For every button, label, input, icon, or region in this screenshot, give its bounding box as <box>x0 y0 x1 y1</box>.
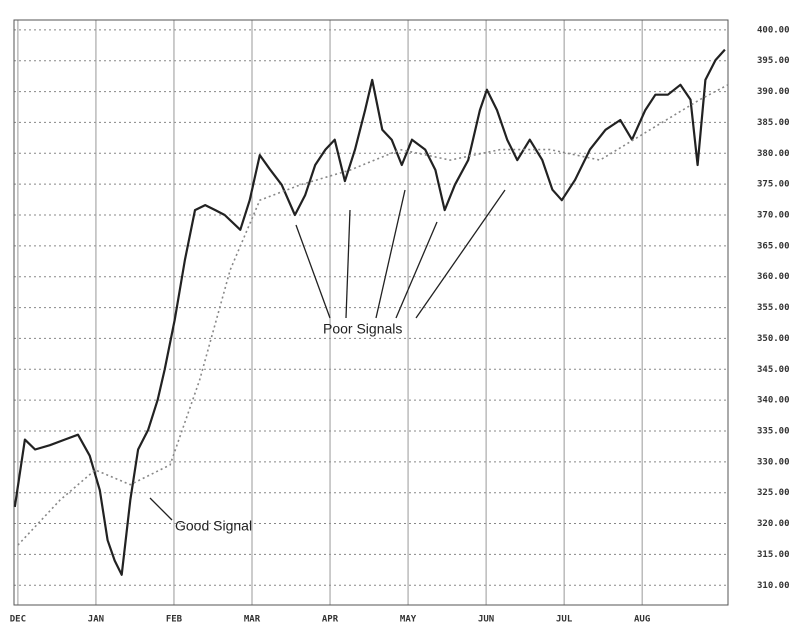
y-tick-label: 390.00 <box>757 87 790 97</box>
x-tick-label: MAY <box>400 615 417 625</box>
x-tick-label: AUG <box>634 615 650 625</box>
y-tick-label: 340.00 <box>757 396 790 406</box>
x-tick-label: FEB <box>166 615 183 625</box>
annotation: Poor Signals <box>323 321 402 337</box>
y-tick-label: 345.00 <box>757 365 790 375</box>
pointer <box>415 189 506 319</box>
x-tick-label: DEC <box>10 615 26 625</box>
marks <box>13 48 729 576</box>
plot-frame <box>13 19 729 606</box>
pointer <box>295 224 331 319</box>
y-tick-label: 395.00 <box>757 56 790 66</box>
y-tick-label: 320.00 <box>757 519 790 529</box>
pointers <box>149 189 506 521</box>
x-tick-label: JUL <box>556 615 573 625</box>
y-tick-label: 350.00 <box>757 334 790 344</box>
y-tick-label: 385.00 <box>757 118 790 128</box>
x-tick-label: JUN <box>478 615 494 625</box>
y-tick-label: 310.00 <box>757 581 790 591</box>
y-tick-label: 315.00 <box>757 550 790 560</box>
annotation: Good Signal <box>175 518 252 534</box>
y-tick-label: 325.00 <box>757 488 790 498</box>
y-tick-label: 355.00 <box>757 303 790 313</box>
pointer <box>149 497 173 521</box>
y-tick-label: 400.00 <box>757 25 790 35</box>
y-tick-label: 335.00 <box>757 426 790 436</box>
pointer <box>375 189 406 319</box>
y-tick-label: 380.00 <box>757 149 790 159</box>
y-tick-label: 360.00 <box>757 272 790 282</box>
y-tick-label: 375.00 <box>757 180 790 190</box>
y-tick-label: 370.00 <box>757 211 790 221</box>
pointer <box>345 209 351 319</box>
x-tick-label: JAN <box>88 615 104 625</box>
x-tick-label: MAR <box>244 615 261 625</box>
series-line <box>13 48 726 576</box>
y-tick-label: 330.00 <box>757 457 790 467</box>
grid: 400.00 395.00 390.00 385.00 380.00 375.00 370.… <box>10 19 790 625</box>
pointer <box>395 221 438 319</box>
x-tick-label: APR <box>322 615 339 625</box>
y-tick-label: 365.00 <box>757 241 790 251</box>
